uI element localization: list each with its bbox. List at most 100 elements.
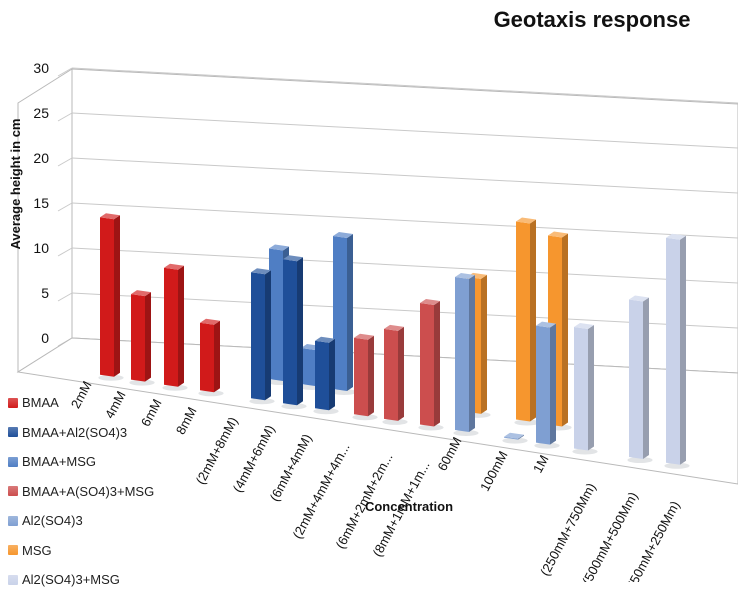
legend-swatch [8,397,18,408]
bar-shadow [418,424,444,431]
bar-side [550,323,556,445]
bar-top [516,217,536,224]
bar [453,272,479,436]
legend-label: BMAA+Al2(SO4)3 [22,424,128,440]
bar [572,322,598,455]
bar-side [530,219,536,422]
bar-shadow [281,403,307,410]
bar-shadow [453,429,479,436]
legend-item: BMAA+MSG [8,447,208,477]
legend-item: BMAA [8,388,208,418]
bar [514,217,540,426]
bar-top [574,322,594,329]
legend-label: BMAA [22,395,59,411]
bar [249,268,275,405]
bar-top [200,318,220,325]
bar-side [481,274,487,414]
bar-shadow [627,457,653,464]
bar-shadow [502,437,528,444]
y-tick-label: 15 [33,195,49,211]
bar-shadow [514,419,540,426]
legend-swatch [8,486,18,497]
bar-top [629,295,649,302]
bar [664,233,690,469]
bar-top [666,233,686,240]
bar-front [354,337,368,417]
bar-side [114,215,120,377]
bar-side [680,235,686,465]
bar-side [368,335,374,417]
gridline-side [57,202,73,212]
legend-swatch [8,515,18,526]
bar-top [100,213,120,220]
gridline-side [57,247,73,257]
legend-item: BMAA+Al2(SO4)3 [8,418,208,448]
bar [198,318,224,397]
y-tick-label: 5 [41,285,49,301]
bar-top [315,336,335,343]
legend-item: BMAA+A(SO4)3+MSG [8,477,208,507]
legend-label: BMAA+MSG [22,454,97,470]
bar-front [164,267,178,387]
bar-side [297,257,303,406]
bar-shadow [198,390,224,397]
bar-top [251,268,271,275]
bar-front [200,322,214,393]
x-tick-label: (6mM+4mM) [267,431,315,503]
bar-side [562,233,568,427]
bar-top [384,324,404,331]
bar-shadow [249,398,275,405]
x-tick-label: 1M [530,452,552,475]
bar-top [164,263,184,270]
bar-front [455,276,469,432]
bar-front [536,325,550,445]
gridline [71,202,738,239]
y-tick-label: 20 [33,150,49,166]
chart-title: Geotaxis response [494,7,691,32]
bar [281,255,307,410]
gridline-side [57,292,73,302]
bar-side [178,265,184,387]
bar-front [504,436,518,440]
legend-label: Al2(SO4)3 [22,513,83,529]
bar-top [131,290,151,297]
bar-top [333,232,353,238]
legend-item: MSG [8,536,208,566]
legend-item: Al2(SO4)3+MSG [8,565,208,595]
y-axis-ticks: 0 5 10 15 20 25 30 [33,60,49,346]
legend-swatch [8,427,18,438]
gridline [71,112,738,149]
bar-front [269,248,283,382]
bar-shadow [331,389,357,395]
x-tick-label: 100mM [477,448,511,493]
bar-front [420,303,434,427]
bar [627,295,653,464]
gridline [71,247,738,284]
legend-label: BMAA+A(SO4)3+MSG [22,483,155,499]
bar-side [469,274,475,432]
bar-side [588,324,594,451]
bar-top [269,244,289,251]
bar-front [384,328,398,421]
bar [352,333,378,421]
bar-side [214,320,220,393]
bar-shadow [129,379,155,386]
bar-side [643,297,649,460]
gridline-side [57,112,73,122]
bar-top [354,333,374,340]
bar-side [518,434,524,440]
bar-front [516,221,530,422]
bar [129,290,155,386]
bar-shadow [572,448,598,455]
legend-label: MSG [22,542,52,558]
bar-shadow [664,462,690,469]
y-tick-label: 25 [33,105,49,121]
x-tick-label: 60mM [434,434,464,473]
x-tick-label: (4mM+6mM) [230,422,278,494]
bar [331,232,357,395]
y-tick-label: 0 [41,330,49,346]
bar [162,263,188,391]
bar-top [548,231,568,238]
bar [502,432,528,444]
